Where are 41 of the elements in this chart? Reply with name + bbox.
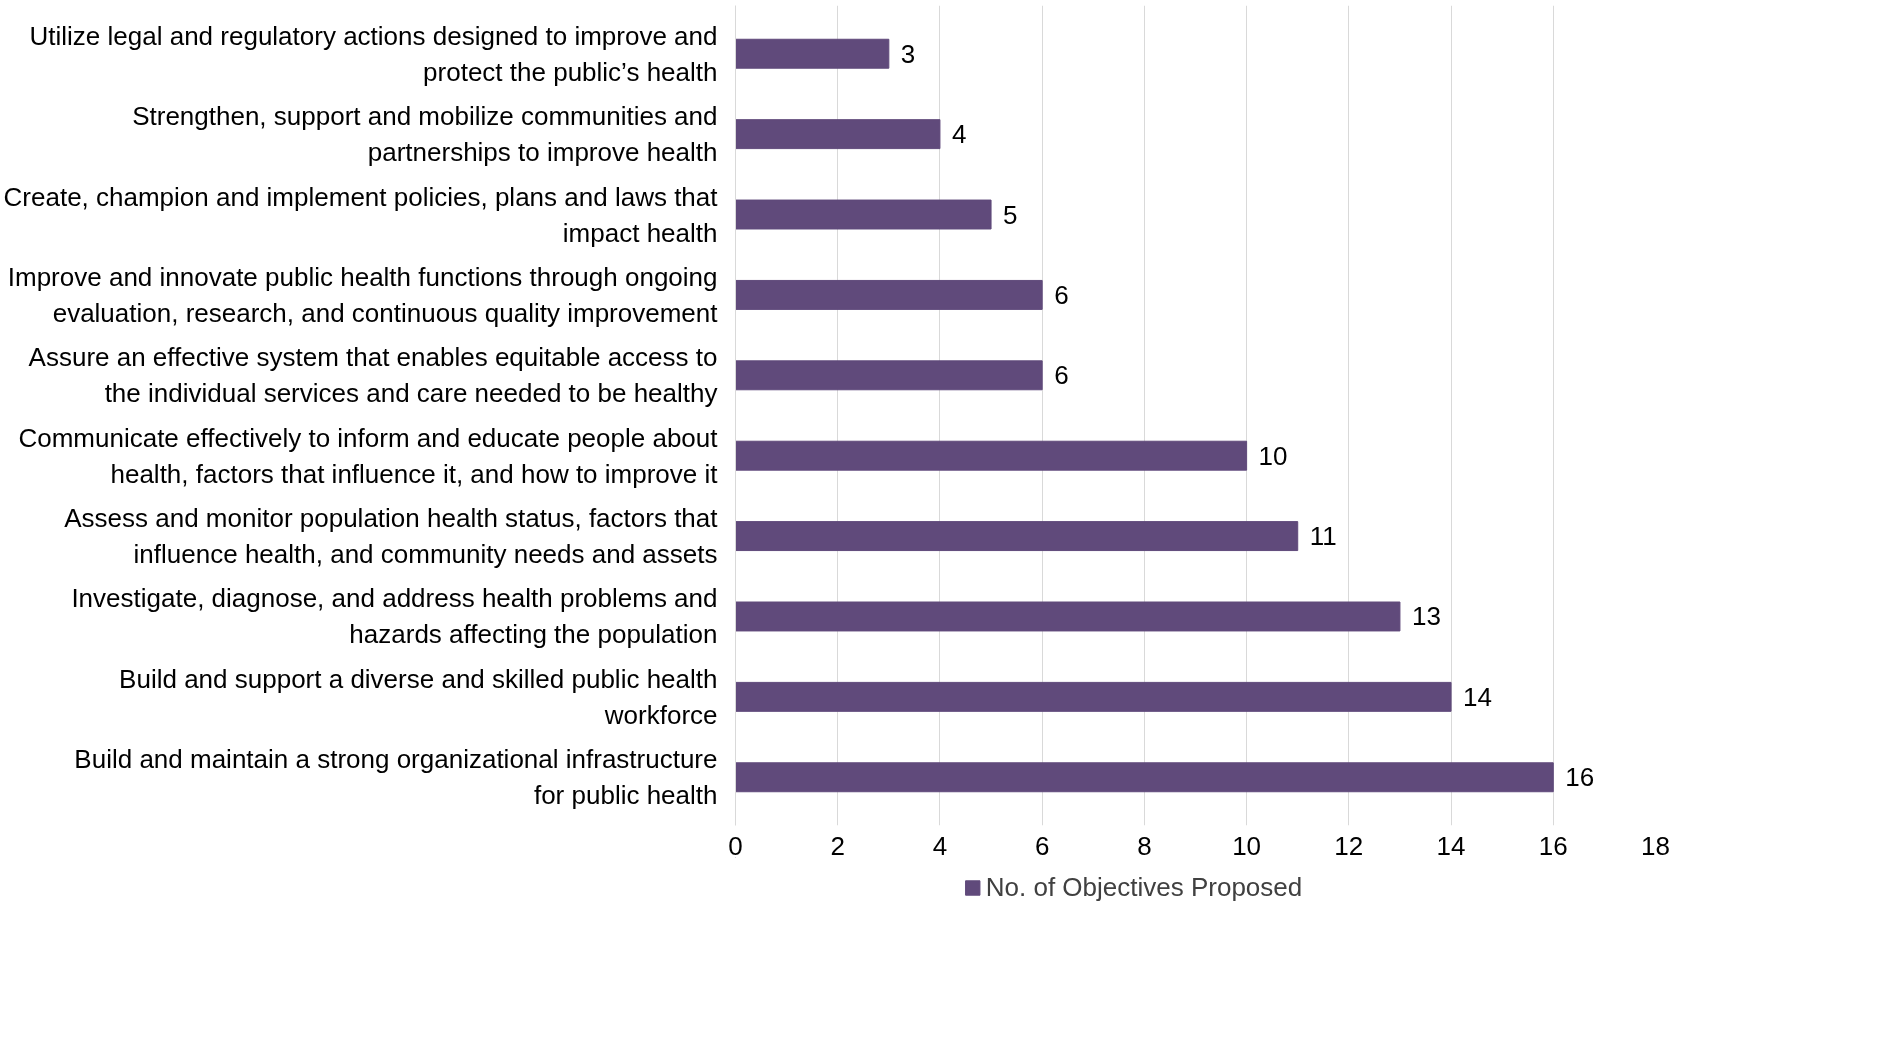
x-tick-label: 4 xyxy=(932,830,948,861)
y-tick-label: Improve and innovate public health functions through ongoing evaluation, research, and continuous quality improvement xyxy=(7,261,719,328)
y-tick-label: Build and maintain a strong organizational infrastructure for public health xyxy=(74,744,718,811)
x-tick-label: 12 xyxy=(1334,830,1364,861)
x-tick-label: 6 xyxy=(1034,830,1050,861)
data-label: 5 xyxy=(1003,199,1018,230)
bar xyxy=(735,360,1043,391)
x-tick-label: 0 xyxy=(728,830,743,861)
data-label: 11 xyxy=(1309,521,1337,552)
y-tick-label: Utilize legal and regulatory actions designed to improve and protect the public’s health xyxy=(29,20,718,87)
x-tick-label: 8 xyxy=(1137,830,1152,861)
bar xyxy=(735,279,1043,310)
legend-label: No. of Objectives Proposed xyxy=(985,871,1303,903)
bar xyxy=(735,681,1452,712)
y-tick-label: Build and support a diverse and skilled public health workforce xyxy=(119,663,718,730)
bar xyxy=(735,440,1248,471)
x-tick-label: 14 xyxy=(1436,830,1466,861)
x-tick-label: 16 xyxy=(1538,830,1568,861)
y-tick-label: Communicate effectively to inform and educate people about health, factors that influence it, and how to improve it xyxy=(18,422,719,489)
bar xyxy=(735,38,890,69)
data-label: 10 xyxy=(1258,440,1288,471)
x-tick-label: 2 xyxy=(830,830,845,861)
data-label: 13 xyxy=(1411,601,1441,632)
y-tick-label: Assess and monitor population health status, factors that influence health, and community needs and assets xyxy=(64,503,719,570)
data-label: 6 xyxy=(1054,279,1069,310)
bar xyxy=(735,521,1299,552)
y-tick-label: Create, champion and implement policies, plans and laws that impact health xyxy=(3,181,719,248)
y-tick-label: Assure an effective system that enables equitable access to the individual services and care needed to be healthy xyxy=(28,342,718,409)
data-label: 3 xyxy=(900,38,916,69)
bar xyxy=(735,762,1554,793)
data-label: 4 xyxy=(951,119,967,150)
bar xyxy=(735,601,1401,632)
data-label: 16 xyxy=(1565,762,1595,793)
bar xyxy=(735,119,941,150)
y-tick-label: Investigate, diagnose, and address health problems and hazards affecting the population xyxy=(71,583,718,650)
data-label: 14 xyxy=(1463,681,1492,712)
y-tick-label: Strengthen, support and mobilize communities and partnerships to improve health xyxy=(132,101,718,168)
x-tick-label: 18 xyxy=(1641,830,1670,861)
data-label: 6 xyxy=(1054,360,1069,391)
x-tick-label: 10 xyxy=(1232,830,1262,861)
bar xyxy=(735,199,992,230)
